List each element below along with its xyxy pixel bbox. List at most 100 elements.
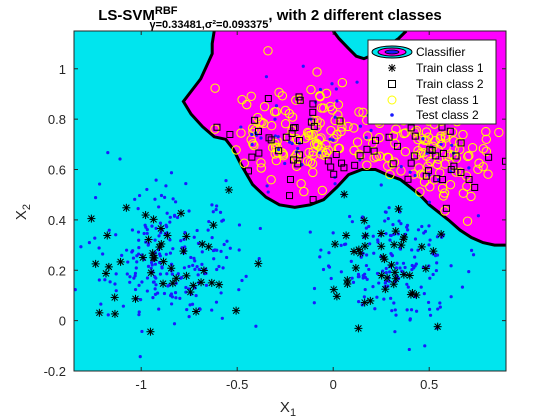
test-class2-point [389,296,393,300]
test-class2-point [137,238,141,242]
test-class2-point [165,211,169,215]
train-class2-point [439,149,447,157]
legend: Classifier Train class 1 Train class 2 T… [367,39,497,125]
test-class2-point [428,238,432,242]
x-tick-label: -1 [135,377,147,392]
test-class2-point [273,117,277,121]
test-class2-point [153,262,158,266]
test-class2-point [108,280,112,284]
train-class1-point [207,278,216,287]
test-class2-point [356,272,361,276]
train-class1-point [182,232,191,241]
test-class1-point [270,138,280,149]
test-class1-point [333,110,343,120]
test-class1-point [448,150,458,161]
test-class2-point [371,234,375,238]
test-class1-point [440,131,450,141]
test-class2-point [106,151,110,155]
train-class2-point [351,161,359,169]
test-class1-point [336,126,346,137]
test-class1-point [466,191,476,202]
train-class2-point [411,132,419,140]
test-class2-point [449,264,453,268]
train-class2-point [389,160,397,168]
test-class1-point [478,144,489,154]
test-class1-point [354,107,364,117]
test-class2-point [137,246,141,250]
train-class2-point [244,167,252,175]
test-class2-point [196,273,200,277]
train-class1-point [360,242,369,251]
train-class2-point [452,152,460,160]
train-class2-point [428,146,436,154]
test-class1-point [474,158,484,168]
y-axis-label-base: X [13,210,30,220]
test-class2-point [132,276,136,280]
test-class2-point [170,302,174,306]
y-tick-label: 0.4 [48,213,66,228]
test-class2-point [365,253,369,257]
test-class2-point [133,271,138,275]
test-class1-point [231,145,241,155]
test-class2-point [250,142,254,147]
test-class2-point [361,274,365,278]
train-class2-point [442,204,450,212]
test-class2-point [329,276,333,281]
test-class2-point [422,231,426,235]
test-class2-point [184,290,188,294]
test-class2-point [135,260,139,264]
train-class2-point [485,153,493,161]
test-class1-point [304,147,314,158]
test-class2-point [407,347,411,352]
test-class2-point [221,218,225,222]
train-class1-point [91,259,100,268]
legend-item-train1: Train class 1 [388,61,484,75]
test-class2-point [312,286,317,291]
test-class2-point [427,200,431,204]
test-class2-point [237,223,242,227]
test-class2-point [150,263,154,267]
test-class2-point [469,248,474,252]
test-class1-point [308,167,318,178]
test-class2-point [283,161,287,166]
test-class2-point [146,243,150,247]
test-class2-point [237,248,241,252]
train-class1-point [87,214,96,223]
test-class1-point [362,160,372,170]
train-class2-point [370,147,378,155]
train-class1-point [199,266,208,275]
train-class1-point [366,296,375,305]
test-class2-point [154,178,158,182]
test-class1-point [335,116,346,126]
test-class1-point [302,156,313,166]
train-class2-point [424,167,432,175]
train-class2-point [275,147,283,155]
test-class2-point [137,313,141,317]
y-tick-label: 0.8 [48,112,66,127]
train-class2-point [447,165,455,173]
test-class2-point [296,146,300,151]
test-class2-point [408,170,412,174]
train-class2-point [294,160,302,168]
title-main: LS-SVM [98,7,155,24]
train-class2-point [264,95,272,103]
test-class2-point [210,308,214,312]
test-class2-point [135,254,139,258]
test-class2-point [158,252,162,256]
train-class1-point [254,259,263,268]
train-class1-point [433,322,442,331]
test-class2-point [125,248,129,252]
test-class1-point [299,186,309,197]
test-class2-point [373,307,377,311]
train-class1-point [332,292,341,301]
test-class2-point [114,289,118,293]
train-class1-point [168,279,177,288]
test-class1-point [266,175,276,185]
test-class1-point [210,83,220,93]
train-class1-point [110,309,119,318]
test-class2-point [250,132,254,137]
test-class1-point [419,177,430,187]
train-class1-point [360,298,369,307]
test-class2-point [375,271,380,276]
train-class1-point [103,231,112,240]
